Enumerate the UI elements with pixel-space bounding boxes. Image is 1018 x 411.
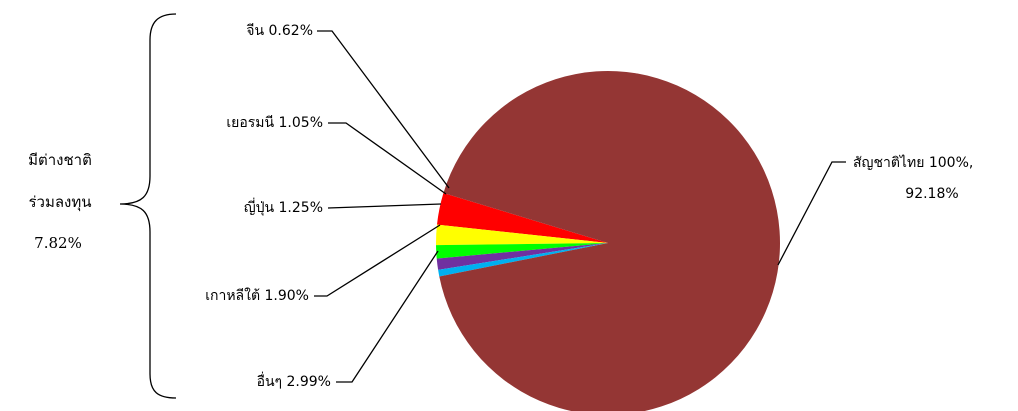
group-label-line1: มีต่างชาติ [28, 151, 92, 169]
group-brace [119, 13, 177, 399]
group-label-percent: 7.82% [34, 234, 82, 252]
pie-slices [435, 71, 780, 411]
leader-line-thai [777, 161, 846, 266]
leader-line-japan [327, 203, 442, 209]
slice-others [436, 193, 608, 243]
label-thai-line2: 92.18% [905, 186, 958, 202]
label-thai-line1: สัญชาติไทย 100%, [853, 154, 973, 171]
label-germany: เยอรมนี 1.05% [226, 115, 323, 131]
leader-line-korea [314, 224, 441, 297]
slice-thai [439, 71, 780, 411]
label-japan: ญี่ปุ่น 1.25% [244, 198, 323, 216]
leader-line-germany [328, 122, 447, 195]
slice-korea [435, 224, 608, 246]
slice-japan [436, 243, 608, 259]
label-korea: เกาหลีใต้ 1.90% [205, 287, 309, 304]
slice-germany [436, 243, 608, 270]
group-label-line2: ร่วมลงทุน [28, 193, 91, 212]
leader-line-china [317, 30, 450, 189]
slice-china [438, 243, 608, 277]
label-others: อื่นๆ 2.99% [257, 372, 331, 390]
leader-line-others [336, 250, 439, 383]
label-china: จีน 0.62% [246, 23, 313, 39]
